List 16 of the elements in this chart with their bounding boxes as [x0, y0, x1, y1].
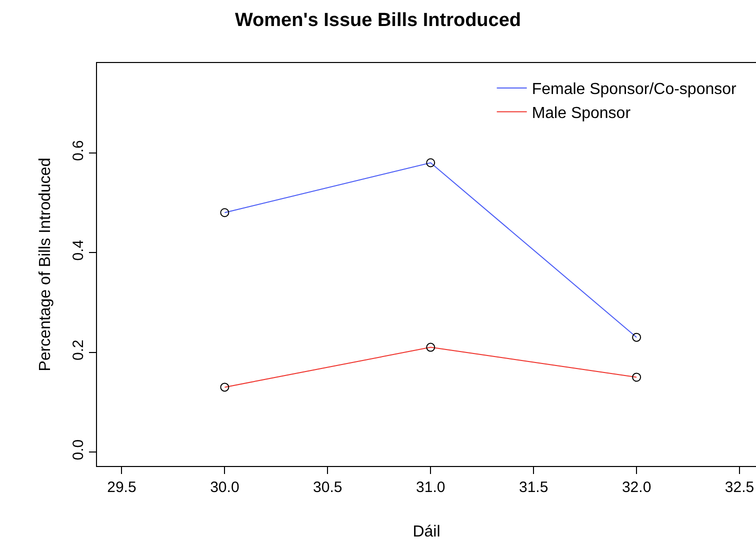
x-tick-label: 30.5	[313, 479, 342, 496]
x-axis-title: Dáil	[412, 524, 440, 541]
y-tick-label: 0.6	[70, 140, 87, 161]
y-tick-label: 0.2	[70, 340, 87, 360]
y-tick-label: 0.0	[70, 439, 87, 460]
chart-title: Women's Issue Bills Introduced	[234, 10, 522, 32]
x-tick-label: 32.5	[724, 479, 754, 496]
x-tick-label: 30.0	[210, 479, 240, 496]
legend-label: Male Sponsor	[532, 105, 632, 122]
y-tick-label: 0.4	[70, 240, 87, 261]
x-tick-label: 31.5	[518, 479, 548, 496]
y-axis-title: Percentage of Bills Introduced	[36, 158, 54, 372]
x-tick-label: 29.5	[107, 479, 136, 496]
x-tick-label: 32.0	[622, 479, 652, 496]
x-tick-label: 31.0	[416, 479, 446, 496]
legend-label: Female Sponsor/Co-sponsor	[532, 81, 738, 98]
